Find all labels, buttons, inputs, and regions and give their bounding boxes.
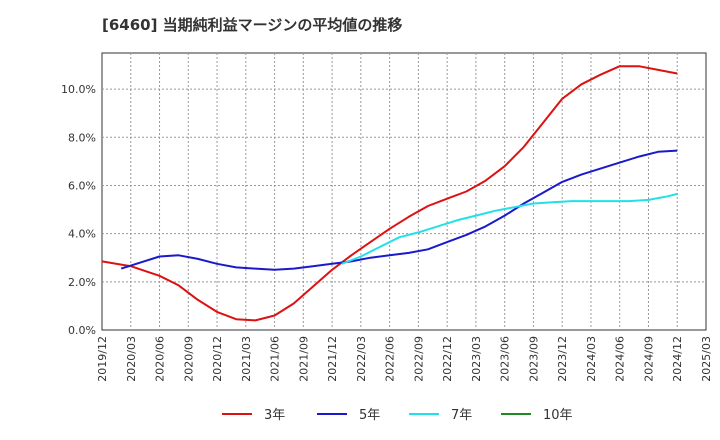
x-tick-label: 2025/03 [700, 336, 713, 382]
x-tick-label: 2021/06 [269, 336, 282, 382]
x-tick-label: 2022/12 [441, 336, 454, 382]
plot-area [101, 52, 707, 331]
y-tick-label: 2.0% [68, 276, 96, 289]
series-line-0 [101, 65, 678, 322]
x-tick-label: 2021/03 [240, 336, 253, 382]
series-line-2 [341, 192, 678, 265]
x-tick-label: 2023/12 [556, 336, 569, 382]
x-tick-label: 2019/12 [96, 336, 109, 382]
x-tick-label: 2022/09 [412, 336, 425, 382]
x-tick-label: 2020/06 [154, 336, 167, 382]
x-tick-label: 2024/06 [614, 336, 627, 382]
x-tick-label: 2023/09 [527, 336, 540, 382]
legend-label: 3年 [264, 408, 285, 423]
x-tick-label: 2020/09 [182, 336, 195, 382]
y-tick-label: 0.0% [68, 324, 96, 337]
x-tick-label: 2023/03 [470, 336, 483, 382]
x-tick-label: 2020/12 [211, 336, 224, 382]
legend-label: 10年 [543, 408, 573, 423]
x-tick-label: 2021/09 [297, 336, 310, 382]
legend: 3年 5年 7年 10年 [222, 408, 573, 423]
y-tick-label: 4.0% [68, 228, 96, 241]
x-tick-label: 2022/06 [384, 336, 397, 382]
legend-label: 5年 [359, 408, 380, 423]
x-tick-label: 2023/06 [499, 336, 512, 382]
x-tick-label: 2020/03 [125, 336, 138, 382]
legend-label: 7年 [451, 408, 472, 423]
series-line-1 [120, 149, 678, 271]
x-axis-ticks: 2019/12 2020/03 2020/06 2020/09 2020/12 2021/… [96, 336, 713, 382]
x-tick-label: 2021/12 [326, 336, 339, 382]
grid-lines [102, 53, 706, 330]
y-tick-label: 8.0% [68, 131, 96, 144]
chart-title: [6460] 当期純利益マージンの平均値の推移 [102, 16, 402, 34]
y-axis-ticks: 0.0% 2.0% 4.0% 6.0% 8.0% 10.0% [61, 83, 96, 337]
x-tick-label: 2024/12 [671, 336, 684, 382]
y-tick-label: 10.0% [61, 83, 96, 96]
series-lines [101, 65, 678, 322]
x-tick-label: 2024/03 [585, 336, 598, 382]
y-tick-label: 6.0% [68, 179, 96, 192]
x-tick-label: 2024/09 [642, 336, 655, 382]
x-tick-label: 2022/03 [355, 336, 368, 382]
